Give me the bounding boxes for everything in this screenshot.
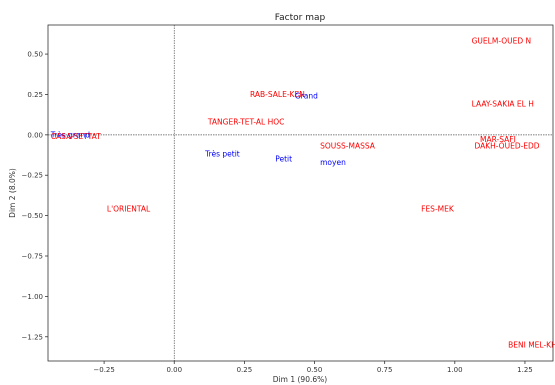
- column-point-label: moyen: [320, 158, 346, 167]
- y-tick-label: 0.00: [27, 131, 43, 139]
- x-tick-label: −0.25: [93, 366, 114, 374]
- y-tick-label: 0.50: [27, 51, 43, 59]
- chart-title: Factor map: [275, 13, 326, 23]
- row-point-label: BENI MEL-KHEN: [508, 340, 555, 349]
- row-point-label: DAKH-OUED-EDD: [474, 142, 539, 151]
- row-point-label: TANGER-TET-AL HOC: [207, 117, 284, 126]
- row-point-label: GUELM-OUED N: [472, 37, 532, 46]
- row-point-label: L'ORIENTAL: [107, 205, 151, 214]
- row-point-label: CASA-SETTAT: [51, 132, 101, 141]
- column-point-label: Petit: [275, 155, 292, 164]
- column-point-label: Grand: [295, 92, 318, 101]
- row-point-label: LAAY-SAKIA EL H: [472, 100, 534, 109]
- x-tick-label: 1.25: [517, 366, 533, 374]
- y-tick-label: −1.25: [22, 333, 43, 341]
- x-tick-label: 0.25: [237, 366, 253, 374]
- x-tick-label: 0.00: [166, 366, 182, 374]
- row-point-label: SOUSS-MASSA: [320, 142, 376, 151]
- y-tick-label: −1.00: [22, 293, 43, 301]
- y-tick-label: −0.75: [22, 253, 43, 261]
- row-point-label: FES-MEK: [421, 205, 455, 214]
- x-tick-label: 0.75: [377, 366, 393, 374]
- y-tick-label: −0.50: [22, 212, 43, 220]
- column-point-label: Très petit: [204, 150, 240, 159]
- x-tick-label: 1.00: [447, 366, 463, 374]
- y-tick-label: 0.25: [27, 91, 43, 99]
- x-tick-label: 0.50: [307, 366, 323, 374]
- y-tick-label: −0.25: [22, 172, 43, 180]
- y-axis-label: Dim 2 (8.0%): [8, 168, 17, 218]
- x-axis-label: Dim 1 (90.6%): [273, 375, 327, 384]
